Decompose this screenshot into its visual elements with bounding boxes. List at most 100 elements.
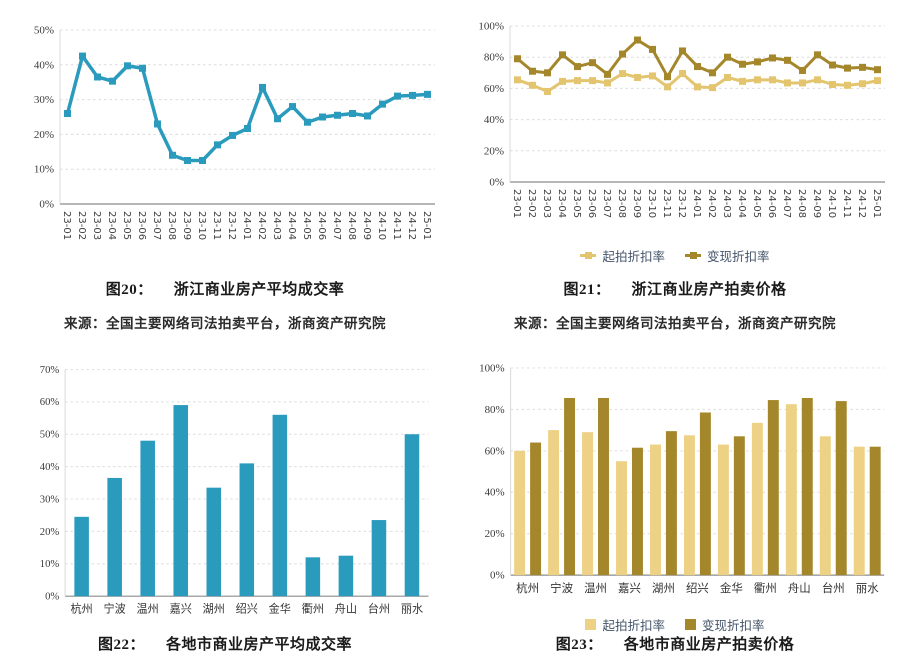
y-tick-label: 30%	[34, 94, 54, 106]
data-point-marker	[274, 115, 281, 123]
x-category-label: 绍兴	[236, 602, 258, 616]
bar	[564, 397, 576, 576]
bar	[869, 446, 881, 576]
x-tick-label: 24-06	[316, 211, 327, 240]
x-category-label: 舟山	[335, 602, 357, 616]
fig20-title: 浙江商业房产平均成交率	[173, 282, 345, 298]
x-tick-label: 23-12	[226, 211, 237, 240]
data-point-marker	[709, 69, 716, 77]
caption-fig21: 图21： 浙江商业房产拍卖价格	[563, 278, 786, 299]
y-tick-label: 40%	[484, 114, 504, 126]
legend-item-realized-discount: 变现折扣率	[685, 246, 770, 265]
bar	[801, 397, 813, 576]
data-point-marker	[664, 83, 671, 91]
data-point-marker	[94, 73, 101, 81]
y-tick-label: 20%	[40, 527, 60, 538]
x-category-label: 温州	[584, 581, 607, 595]
data-point-marker	[244, 124, 251, 132]
data-point-marker	[619, 50, 626, 58]
data-point-marker	[199, 157, 206, 164]
x-tick-label: 23-08	[616, 189, 627, 218]
realized-discount-square-marker-icon	[690, 251, 697, 259]
caption-fig20: 图20： 浙江商业房产平均成交率	[106, 278, 345, 299]
start-discount-line-marker-icon	[580, 251, 597, 259]
bar	[140, 440, 155, 597]
start-discount-swatch-icon	[585, 618, 597, 630]
x-tick-label: 24-06	[766, 189, 777, 218]
data-point-marker	[799, 66, 806, 74]
data-point-marker	[154, 120, 161, 128]
x-category-label: 台州	[822, 581, 845, 595]
data-point-marker	[64, 110, 71, 118]
x-tick-label: 24-02	[256, 211, 267, 240]
bar	[717, 444, 729, 576]
data-point-marker	[694, 63, 701, 71]
x-tick-label: 23-05	[121, 211, 132, 240]
bar	[665, 431, 677, 576]
y-tick-label: 50%	[40, 430, 60, 441]
bar	[371, 520, 387, 597]
data-point-marker	[544, 88, 551, 96]
data-point-marker	[574, 77, 581, 85]
data-point-marker	[529, 81, 536, 89]
y-tick-label: 20%	[485, 528, 505, 540]
bar	[616, 461, 628, 576]
data-point-marker	[769, 76, 776, 84]
y-tick-label: 0%	[45, 592, 59, 603]
x-tick-label: 24-01	[691, 189, 702, 218]
x-tick-label: 23-07	[151, 211, 162, 240]
x-tick-label: 24-12	[406, 211, 417, 240]
x-tick-label: 24-12	[856, 189, 867, 218]
data-point-marker	[874, 66, 881, 74]
bar	[835, 401, 847, 576]
data-point-marker	[379, 100, 386, 108]
chart-panel-fig23: 0% 20% 40% 60% 80% 100% 杭州 宁波 温州 嘉兴 湖州 绍兴 金华 衢州 舟山 台州 丽水…	[450, 346, 900, 666]
y-tick-label: 40%	[485, 487, 505, 499]
x-category-label: 舟山	[788, 581, 811, 595]
data-point-marker	[214, 141, 221, 149]
data-point-marker	[844, 81, 851, 89]
realized-discount-swatch-icon	[685, 618, 696, 630]
x-tick-label: 23-09	[631, 189, 642, 218]
bar	[582, 432, 594, 576]
data-point-marker	[259, 83, 266, 91]
x-tick-label: 24-11	[841, 189, 852, 218]
y-tick-label: 10%	[40, 559, 60, 570]
x-tick-label: 23-08	[166, 211, 177, 240]
data-point-marker	[814, 76, 821, 84]
data-point-marker	[79, 52, 86, 60]
fig20-line-chart: 0% 10% 20% 30% 40% 50% 23-01 23-02 23-03 23-04 23-…	[34, 25, 435, 240]
data-point-marker	[709, 84, 716, 92]
x-tick-label: 23-04	[106, 211, 117, 240]
data-point-marker	[724, 73, 731, 81]
x-category-label: 台州	[368, 602, 390, 616]
fig23-label: 图23：	[555, 637, 603, 653]
data-point-marker	[394, 92, 401, 100]
x-tick-label: 23-11	[211, 211, 222, 240]
chart-panel-fig20: 0% 10% 20% 30% 40% 50% 23-01 23-02 23-03 23-04 23-…	[0, 0, 450, 346]
data-point-marker	[784, 56, 791, 64]
x-category-label: 衢州	[302, 603, 324, 616]
legend-label-start-discount-bars: 起拍折扣率	[602, 618, 665, 633]
data-point-marker	[364, 112, 371, 120]
x-tick-label: 25-01	[871, 189, 882, 218]
y-tick-label: 40%	[40, 462, 60, 473]
fig21-line-chart: 0% 20% 40% 60% 80% 100% 23-01 23-02 23-03 23-04 23…	[478, 21, 885, 218]
fig20-label: 图20：	[105, 282, 153, 298]
x-category-label: 杭州	[516, 581, 539, 595]
bar	[239, 463, 255, 597]
data-point-marker	[349, 110, 356, 118]
data-point-marker	[544, 69, 551, 77]
data-point-marker	[724, 53, 731, 61]
data-point-marker	[649, 45, 656, 53]
x-tick-label: 24-10	[826, 189, 837, 218]
x-tick-label: 23-09	[181, 211, 192, 240]
data-point-marker	[604, 70, 611, 78]
x-tick-label: 24-11	[391, 211, 402, 240]
data-point-marker	[739, 77, 746, 85]
x-category-label: 金华	[269, 602, 291, 616]
x-tick-label: 23-07	[601, 189, 612, 218]
x-tick-label: 24-05	[751, 189, 762, 218]
legend-label-realized-discount-bars: 变现折扣率	[702, 618, 765, 633]
caption-fig23: 图23： 各地市商业房产拍卖价格	[556, 633, 795, 654]
